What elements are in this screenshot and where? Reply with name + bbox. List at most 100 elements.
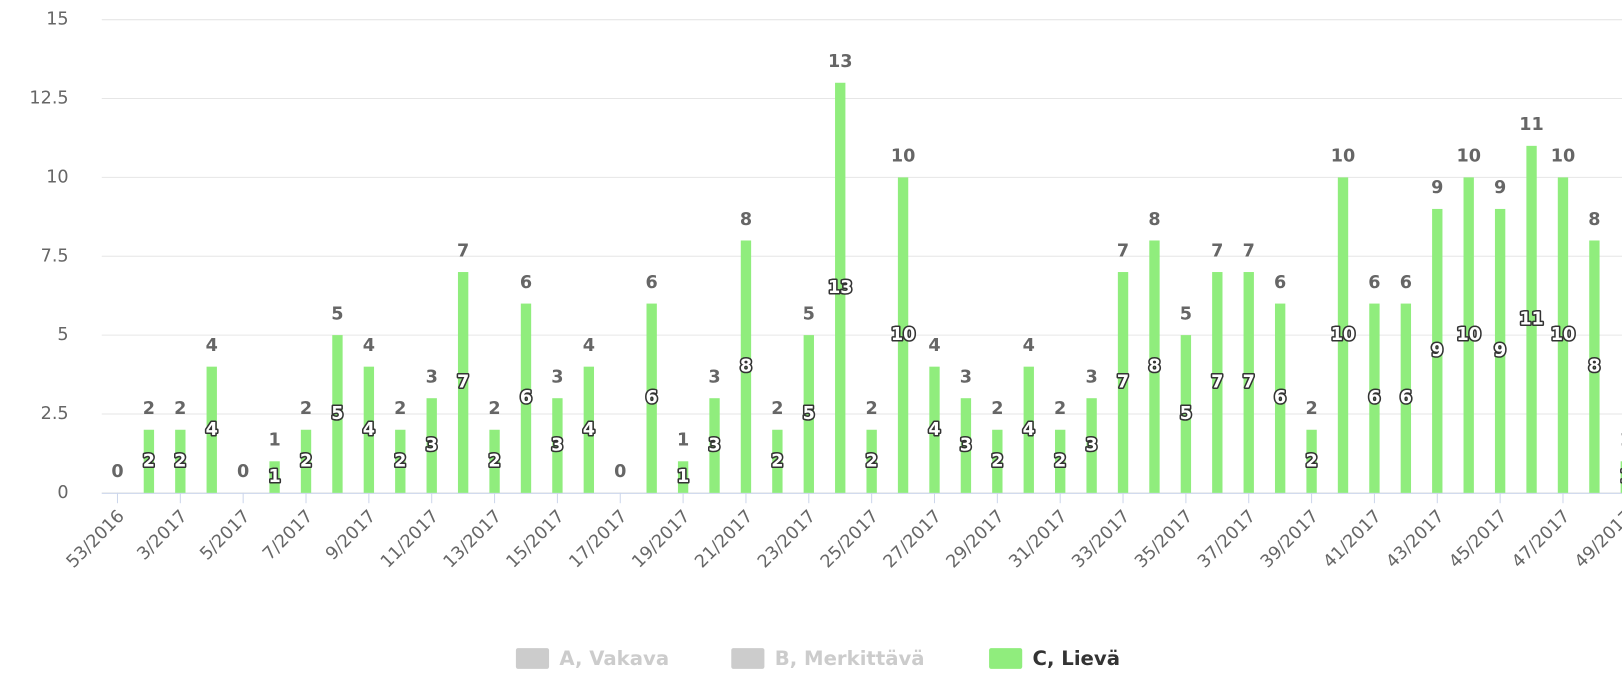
x-tick-label: 39/2017 xyxy=(1257,506,1323,572)
bar xyxy=(1589,240,1600,493)
bar xyxy=(677,461,689,493)
bar xyxy=(363,366,375,493)
bar xyxy=(1369,303,1380,493)
inside-label: 2 xyxy=(394,451,406,471)
bar xyxy=(332,335,343,493)
inside-label: 2 xyxy=(991,451,1003,471)
legend-swatch[interactable] xyxy=(989,648,1023,669)
data-label: 2 xyxy=(1054,399,1066,419)
x-tick-label: 7/2017 xyxy=(259,506,317,564)
data-label: 7 xyxy=(457,241,469,261)
data-label: 10 xyxy=(1551,147,1575,167)
y-tick-label: 12.5 xyxy=(29,89,68,109)
data-label: 4 xyxy=(363,336,375,356)
legend-label[interactable]: C, Lievä xyxy=(1033,647,1120,670)
y-tick-label: 15 xyxy=(46,10,68,30)
bar xyxy=(709,398,720,493)
inside-label: 3 xyxy=(708,436,720,456)
bar xyxy=(1274,303,1286,493)
legend-swatch[interactable] xyxy=(731,648,765,669)
x-tick-label: 45/2017 xyxy=(1446,506,1512,572)
inside-label: 3 xyxy=(551,436,563,456)
inside-label: 1 xyxy=(677,467,689,487)
data-label: 5 xyxy=(1180,304,1192,324)
inside-label: 4 xyxy=(1023,420,1035,440)
data-label: 4 xyxy=(928,336,940,356)
inside-label: 7 xyxy=(1117,372,1129,392)
bar xyxy=(740,240,752,493)
inside-label: 8 xyxy=(1148,357,1160,377)
data-label: 1 xyxy=(677,431,689,451)
bar xyxy=(552,398,563,493)
inside-label: 1 xyxy=(1620,467,1622,487)
legend-label[interactable]: B, Merkittävä xyxy=(775,647,925,670)
y-tick-label: 10 xyxy=(46,167,68,187)
inside-label: 6 xyxy=(1368,388,1380,408)
data-label: 2 xyxy=(771,399,783,419)
inside-label: 4 xyxy=(928,420,940,440)
data-label: 6 xyxy=(1368,273,1380,293)
data-label: 3 xyxy=(1085,368,1097,388)
inside-label: 6 xyxy=(1274,388,1286,408)
bar xyxy=(269,461,280,493)
bar xyxy=(929,366,940,493)
bar xyxy=(175,429,186,493)
x-tick-label: 41/2017 xyxy=(1320,506,1386,572)
bar xyxy=(1463,177,1474,493)
inside-label: 6 xyxy=(646,388,658,408)
legend-label[interactable]: A, Vakava xyxy=(559,647,669,670)
bar xyxy=(426,398,437,493)
inside-label: 2 xyxy=(143,451,155,471)
data-label: 2 xyxy=(866,399,878,419)
x-tick-label: 19/2017 xyxy=(628,506,694,572)
y-tick-label: 2.5 xyxy=(41,404,69,424)
x-tick-label: 3/2017 xyxy=(134,506,192,564)
inside-label: 2 xyxy=(174,451,186,471)
bar xyxy=(1243,272,1254,493)
data-label: 6 xyxy=(646,273,658,293)
data-label: 7 xyxy=(1211,241,1223,261)
data-label: 6 xyxy=(1400,273,1412,293)
inside-label: 13 xyxy=(828,278,852,298)
inside-label: 5 xyxy=(1180,404,1192,424)
bar xyxy=(1117,272,1129,493)
data-label: 11 xyxy=(1519,115,1543,135)
bar xyxy=(1400,303,1412,493)
bar xyxy=(960,398,972,493)
inside-label: 7 xyxy=(457,372,469,392)
bar xyxy=(1180,335,1192,493)
data-label: 10 xyxy=(891,147,915,167)
bar xyxy=(300,429,312,493)
x-tick-label: 29/2017 xyxy=(943,506,1009,572)
inside-label: 4 xyxy=(206,420,218,440)
bar xyxy=(1494,208,1506,493)
x-tick-label: 27/2017 xyxy=(880,506,946,572)
inside-label: 2 xyxy=(488,451,500,471)
data-label: 6 xyxy=(520,273,532,293)
data-label: 3 xyxy=(960,368,972,388)
x-tick-label: 49/2017 xyxy=(1571,506,1622,572)
bar xyxy=(1526,145,1537,493)
inside-label: 6 xyxy=(520,388,532,408)
bar xyxy=(897,177,909,493)
data-label: 3 xyxy=(426,368,438,388)
x-tick-label: 15/2017 xyxy=(503,506,569,572)
bar xyxy=(646,303,657,493)
inside-label: 6 xyxy=(1400,388,1412,408)
bar xyxy=(1149,240,1160,493)
bar xyxy=(457,272,469,493)
inside-label: 2 xyxy=(866,451,878,471)
inside-label: 3 xyxy=(1085,436,1097,456)
inside-label: 1 xyxy=(268,467,280,487)
data-label: 8 xyxy=(1588,210,1600,230)
data-label: 4 xyxy=(1023,336,1035,356)
inside-label: 4 xyxy=(583,420,595,440)
data-label: 4 xyxy=(583,336,595,356)
y-tick-label: 7.5 xyxy=(41,246,69,266)
y-tick-label: 5 xyxy=(57,325,68,345)
data-label: 1 xyxy=(1620,431,1622,451)
x-tick-label: 5/2017 xyxy=(196,506,254,564)
bar xyxy=(1620,461,1622,493)
legend-swatch[interactable] xyxy=(515,648,550,669)
data-label: 6 xyxy=(1274,273,1286,293)
